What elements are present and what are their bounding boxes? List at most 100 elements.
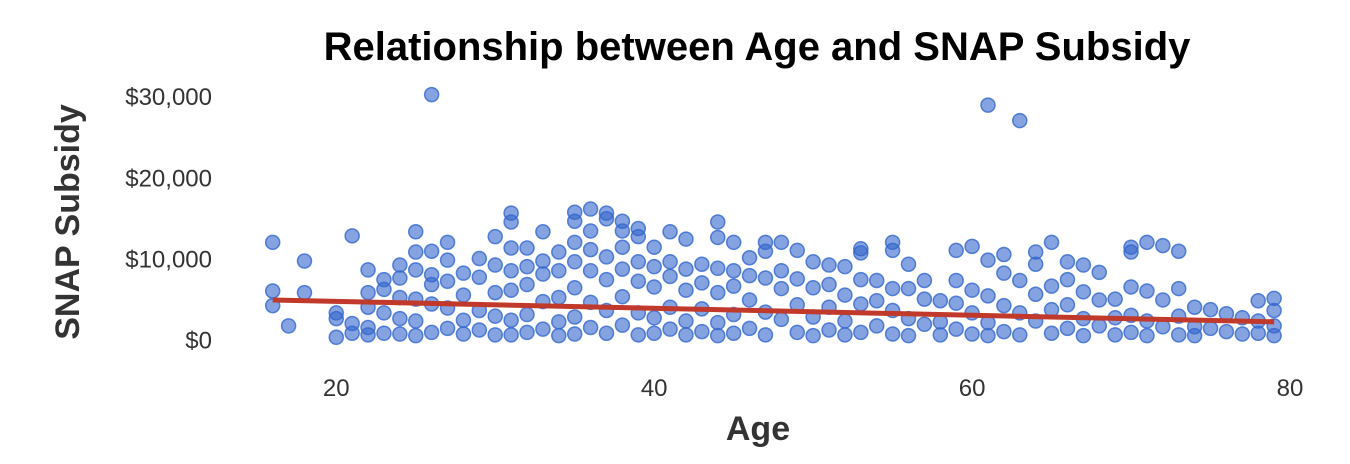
- y-axis: $0 $10,000 $20,000 $30,000: [125, 84, 212, 354]
- data-point: [264, 234, 281, 251]
- data-point: [328, 305, 345, 321]
- data-point: [455, 265, 472, 281]
- data-point: [503, 312, 519, 328]
- data-point: [996, 323, 1012, 340]
- data-point: [439, 252, 456, 268]
- y-tick-label: $20,000: [125, 165, 212, 192]
- data-point: [789, 271, 805, 287]
- data-point: [439, 320, 456, 337]
- data-point: [1250, 325, 1266, 341]
- data-point: [598, 271, 615, 288]
- data-point: [868, 318, 885, 334]
- data-point: [710, 327, 726, 344]
- data-point: [1139, 327, 1155, 344]
- data-point: [1012, 112, 1028, 129]
- data-point: [821, 322, 837, 338]
- data-point: [582, 201, 599, 217]
- data-point: [964, 238, 980, 255]
- data-point: [1218, 323, 1235, 340]
- x-tick-label: 80: [1277, 375, 1304, 402]
- data-point: [1091, 318, 1108, 334]
- data-point: [1043, 278, 1060, 294]
- data-point: [392, 310, 408, 327]
- data-point: [535, 253, 551, 269]
- data-point: [948, 295, 964, 311]
- data-point: [551, 289, 567, 306]
- data-point: [360, 262, 376, 278]
- data-point: [296, 284, 313, 301]
- data-point: [1059, 254, 1076, 270]
- data-point: [996, 246, 1012, 263]
- data-point: [964, 282, 980, 298]
- data-point: [821, 257, 837, 273]
- data-point: [455, 312, 472, 328]
- data-point: [487, 308, 503, 324]
- data-point: [932, 293, 949, 309]
- data-point: [996, 265, 1012, 281]
- data-point: [503, 262, 519, 279]
- data-point: [487, 228, 503, 245]
- x-tick-label: 60: [959, 375, 986, 402]
- data-point: [948, 242, 964, 259]
- data-point: [598, 211, 615, 227]
- data-point: [868, 272, 885, 289]
- x-axis: 20 40 60 80: [323, 375, 1303, 402]
- x-axis-title: Age: [726, 410, 790, 448]
- data-point: [725, 278, 742, 294]
- data-point: [407, 313, 424, 329]
- data-point: [710, 260, 726, 277]
- data-point: [264, 283, 281, 299]
- data-point: [376, 281, 392, 298]
- data-point: [710, 229, 726, 246]
- data-points: [264, 86, 1282, 346]
- data-point: [1043, 234, 1060, 251]
- data-point: [1234, 326, 1251, 342]
- data-point: [964, 326, 980, 342]
- data-point: [535, 266, 551, 282]
- data-point: [741, 320, 758, 337]
- data-point: [916, 291, 933, 307]
- data-point: [646, 310, 662, 326]
- data-point: [853, 296, 869, 312]
- data-point: [503, 282, 519, 298]
- data-point: [741, 267, 758, 284]
- data-point: [423, 276, 440, 293]
- data-point: [980, 327, 996, 344]
- data-point: [646, 239, 662, 255]
- data-point: [710, 314, 726, 331]
- data-point: [948, 272, 964, 289]
- data-point: [519, 240, 535, 256]
- data-point: [1139, 234, 1155, 251]
- data-point: [1075, 257, 1092, 273]
- x-tick-label: 20: [323, 375, 350, 402]
- data-point: [1139, 283, 1155, 299]
- data-point: [1012, 327, 1028, 343]
- data-point: [662, 254, 678, 270]
- data-point: [868, 293, 885, 309]
- data-point: [551, 314, 567, 330]
- data-point: [407, 224, 424, 240]
- data-point: [1027, 256, 1044, 272]
- data-point: [837, 287, 853, 303]
- data-point: [757, 243, 774, 259]
- data-point: [423, 86, 440, 103]
- x-tick-label: 40: [641, 375, 668, 402]
- data-point: [487, 284, 503, 301]
- data-point: [948, 321, 964, 337]
- trend-line: [272, 297, 1275, 325]
- data-point: [678, 313, 694, 329]
- data-point: [741, 292, 758, 308]
- data-point: [392, 326, 408, 342]
- data-point: [551, 244, 567, 260]
- data-point: [900, 280, 917, 297]
- data-point: [805, 280, 821, 296]
- data-point: [535, 321, 551, 337]
- data-point: [1075, 327, 1092, 344]
- data-point: [280, 318, 297, 334]
- data-point: [1202, 320, 1219, 337]
- data-point: [344, 228, 360, 244]
- data-point: [662, 224, 678, 240]
- data-point: [1075, 284, 1092, 300]
- data-point: [900, 256, 917, 272]
